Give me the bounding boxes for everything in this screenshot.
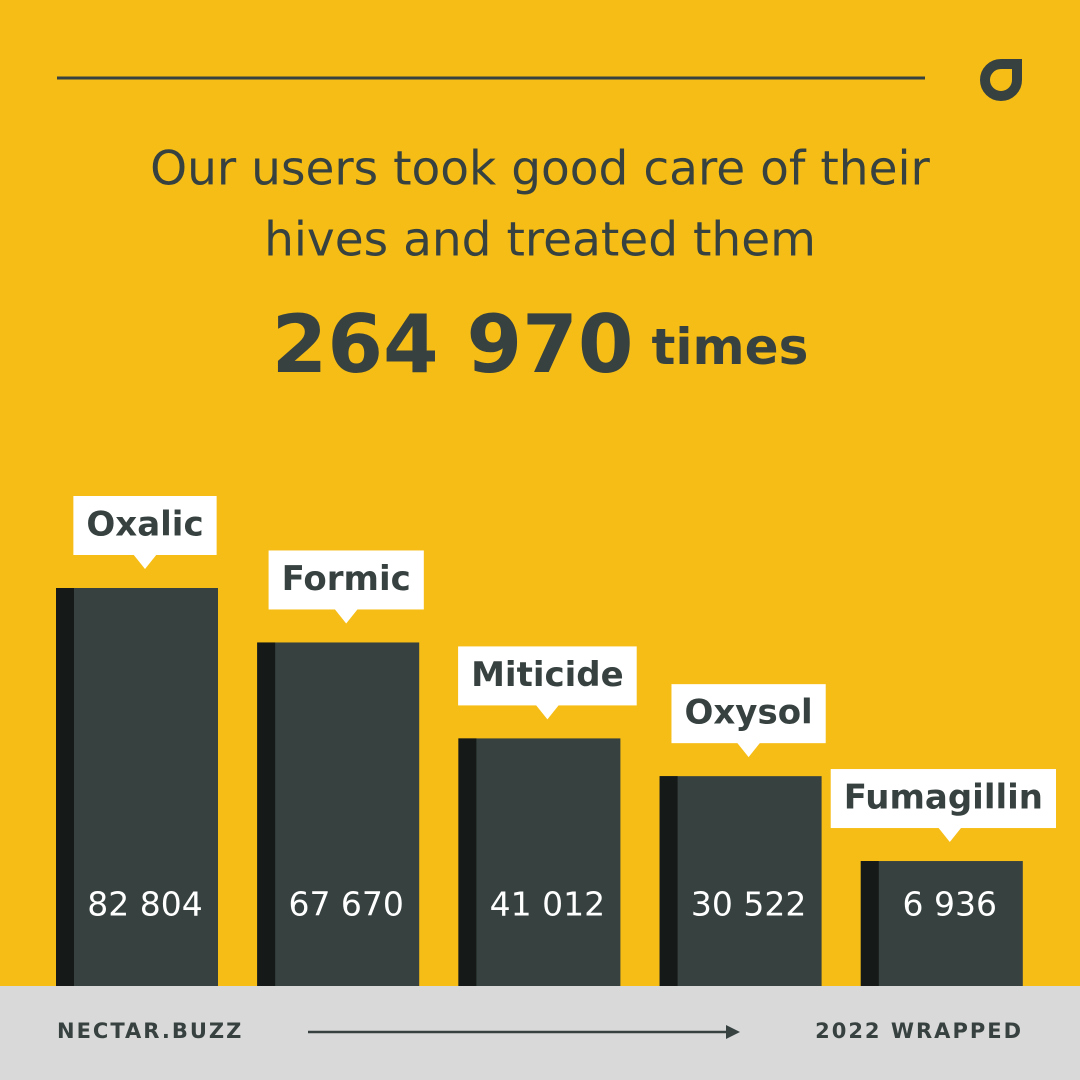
total-unit: times: [652, 318, 809, 376]
category-pointer: [535, 704, 560, 720]
bar-edge: [458, 738, 477, 986]
footer-arrowhead: [726, 1025, 740, 1039]
category-label: Fumagillin: [844, 778, 1043, 818]
value-label: 30 522: [691, 885, 806, 924]
bar-edge: [257, 642, 276, 986]
value-label: 67 670: [288, 885, 403, 924]
title-line: Our users took good care of their: [150, 142, 930, 197]
total: 264 970: [272, 298, 634, 391]
footer-left: NECTAR.BUZZ: [57, 1019, 243, 1043]
bar: [257, 642, 420, 986]
title-line: hives and treated them: [264, 213, 816, 268]
bar-edge: [56, 588, 74, 986]
value-label: 82 804: [87, 885, 202, 924]
category-box: [671, 684, 826, 744]
bar: [56, 588, 218, 986]
bar: [659, 776, 822, 986]
category-pointer: [133, 554, 157, 569]
category-label: Oxysol: [684, 693, 812, 733]
bar: [458, 738, 621, 986]
category-box: [458, 646, 637, 706]
category-box: [73, 496, 217, 555]
category-box: [268, 550, 424, 610]
category-label: Miticide: [471, 655, 624, 695]
value-label: 6 936: [903, 885, 997, 924]
value-label: 41 012: [490, 885, 605, 924]
footer-right: 2022 WRAPPED: [815, 1019, 1023, 1043]
category-pointer: [334, 608, 359, 624]
bar-edge: [860, 861, 879, 986]
total-line: 264 970 times: [272, 298, 809, 391]
bar: [860, 861, 1023, 986]
category-label: Formic: [282, 559, 411, 599]
category-label: Oxalic: [86, 505, 203, 545]
logo: [980, 59, 1022, 101]
category-box: [830, 769, 1056, 829]
category-pointer: [736, 742, 761, 758]
category-pointer: [937, 827, 962, 843]
bar-chart: 82 804 Oxalic 67 670 Formic 41 012 Miticide 30…: [56, 496, 1056, 986]
bar-edge: [659, 776, 678, 986]
